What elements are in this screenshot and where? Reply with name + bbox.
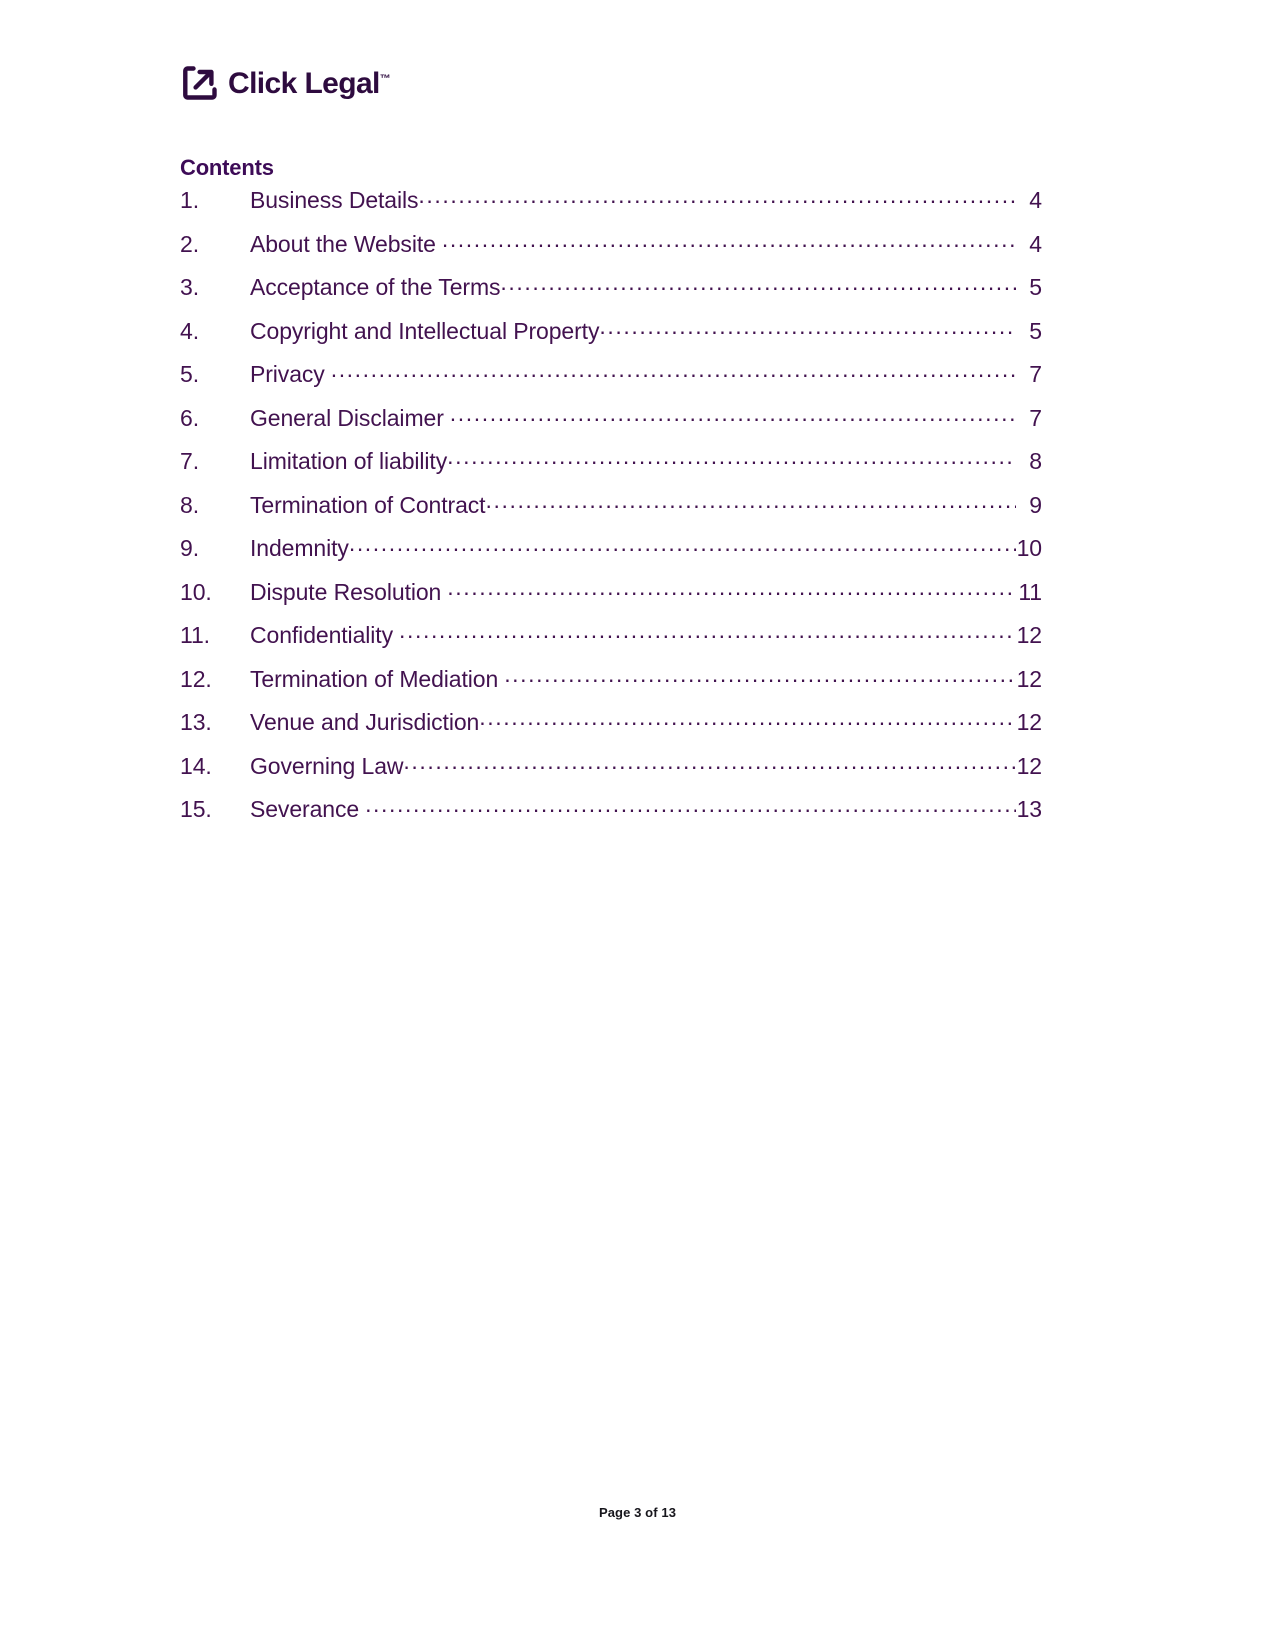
page-footer: Page 3 of 13 [0, 1505, 1275, 1520]
toc-leader-dots [365, 794, 1016, 817]
toc-entry[interactable]: 7. Limitation of liability 8 [180, 446, 1042, 490]
toc-entry-page: 7 [1029, 361, 1042, 388]
toc-entry[interactable]: 8. Termination of Contract 9 [180, 490, 1042, 534]
toc-entry-number: 10. [180, 578, 212, 605]
toc-entry-title: General Disclaimer [250, 404, 444, 431]
toc-entry-title: Severance [250, 796, 360, 823]
toc-entry[interactable]: 14. Governing Law 12 [180, 751, 1042, 795]
toc-entry-number: 4. [180, 317, 199, 344]
toc-leader-dots [450, 403, 1016, 426]
toc-entry[interactable]: 9. Indemnity 10 [180, 533, 1042, 577]
toc-entry-page: 12 [1016, 752, 1042, 779]
toc-leader-dots [447, 446, 1016, 469]
toc-entry[interactable]: 15. Severance 13 [180, 794, 1042, 838]
toc-entry-page: 12 [1016, 665, 1042, 692]
toc-entry[interactable]: 6. General Disclaimer 7 [180, 403, 1042, 447]
toc-entry-title: Business Details [250, 187, 419, 214]
toc-leader-dots [442, 229, 1016, 252]
toc-list: 1. Business Details 4 2. About the Websi… [180, 185, 1042, 838]
toc-entry[interactable]: 11. Confidentiality 12 [180, 620, 1042, 664]
toc-entry-title: Dispute Resolution [250, 578, 442, 605]
toc-entry-number: 12. [180, 665, 212, 692]
toc-entry-page: 7 [1029, 404, 1042, 431]
toc-entry[interactable]: 12. Termination of Mediation 12 [180, 664, 1042, 708]
trademark-symbol: ™ [379, 73, 391, 85]
toc-entry-page: 4 [1029, 230, 1042, 257]
toc-entry[interactable]: 13. Venue and Jurisdiction 12 [180, 707, 1042, 751]
toc-entry-number: 6. [180, 404, 199, 431]
toc-entry[interactable]: 4. Copyright and Intellectual Property 5 [180, 316, 1042, 360]
toc-entry-number: 13. [180, 709, 212, 736]
toc-leader-dots [331, 359, 1016, 382]
toc-leader-dots [500, 272, 1016, 295]
toc-leader-dots [418, 185, 1016, 208]
brand-name-text: Click Legal [228, 67, 380, 100]
toc-entry-page: 10 [1016, 535, 1042, 562]
toc-entry-number: 1. [180, 187, 199, 214]
page-number-label: Page 3 of 13 [598, 1505, 677, 1520]
contents-heading: Contents [180, 155, 274, 180]
toc-entry[interactable]: 3. Acceptance of the Terms 5 [180, 272, 1042, 316]
toc-entry-number: 2. [180, 230, 199, 257]
toc-entry-number: 7. [180, 448, 199, 475]
toc-entry-title: Confidentiality [250, 622, 393, 649]
toc-entry-number: 15. [180, 796, 212, 823]
toc-leader-dots [479, 707, 1016, 730]
toc-entry-page: 5 [1029, 317, 1042, 344]
external-link-square-icon [183, 66, 217, 100]
toc-entry-title: Indemnity [250, 535, 349, 562]
table-of-contents: Contents 1. Business Details 4 2. About … [180, 155, 1042, 838]
brand-wordmark: Click Legal™ [228, 69, 391, 99]
toc-entry[interactable]: 5. Privacy 7 [180, 359, 1042, 403]
toc-leader-dots [599, 316, 1016, 339]
toc-entry-number: 11. [180, 622, 210, 649]
toc-entry-page: 5 [1029, 274, 1042, 301]
brand-logo: Click Legal™ [183, 66, 391, 100]
toc-entry-page: 12 [1016, 709, 1042, 736]
toc-entry-title: Acceptance of the Terms [250, 274, 501, 301]
toc-entry-page: 13 [1016, 796, 1042, 823]
toc-entry-title: Termination of Contract [250, 491, 486, 518]
toc-entry-title: Venue and Jurisdiction [250, 709, 480, 736]
toc-entry-page: 9 [1029, 491, 1042, 518]
toc-entry-title: About the Website [250, 230, 436, 257]
toc-leader-dots [504, 664, 1016, 687]
toc-entry-title: Governing Law [250, 752, 404, 779]
toc-entry-number: 5. [180, 361, 199, 388]
toc-entry-title: Limitation of liability [250, 448, 448, 475]
toc-entry[interactable]: 2. About the Website 4 [180, 229, 1042, 273]
toc-entry-number: 8. [180, 491, 199, 518]
toc-entry-page: 11 [1018, 578, 1042, 605]
toc-entry-page: 12 [1016, 622, 1042, 649]
toc-leader-dots [399, 620, 1016, 643]
toc-leader-dots [485, 490, 1016, 513]
toc-entry-page: 8 [1029, 448, 1042, 475]
toc-entry-title: Copyright and Intellectual Property [250, 317, 600, 344]
toc-entry-page: 4 [1029, 187, 1042, 214]
toc-entry-number: 9. [180, 535, 199, 562]
toc-entry-number: 3. [180, 274, 199, 301]
toc-leader-dots [403, 751, 1016, 774]
toc-entry[interactable]: 10. Dispute Resolution 11 [180, 577, 1042, 621]
toc-entry[interactable]: 1. Business Details 4 [180, 185, 1042, 229]
toc-entry-title: Termination of Mediation [250, 665, 499, 692]
toc-entry-number: 14. [180, 752, 212, 779]
toc-entry-title: Privacy [250, 361, 325, 388]
toc-leader-dots [349, 533, 1016, 556]
toc-leader-dots [447, 577, 1016, 600]
